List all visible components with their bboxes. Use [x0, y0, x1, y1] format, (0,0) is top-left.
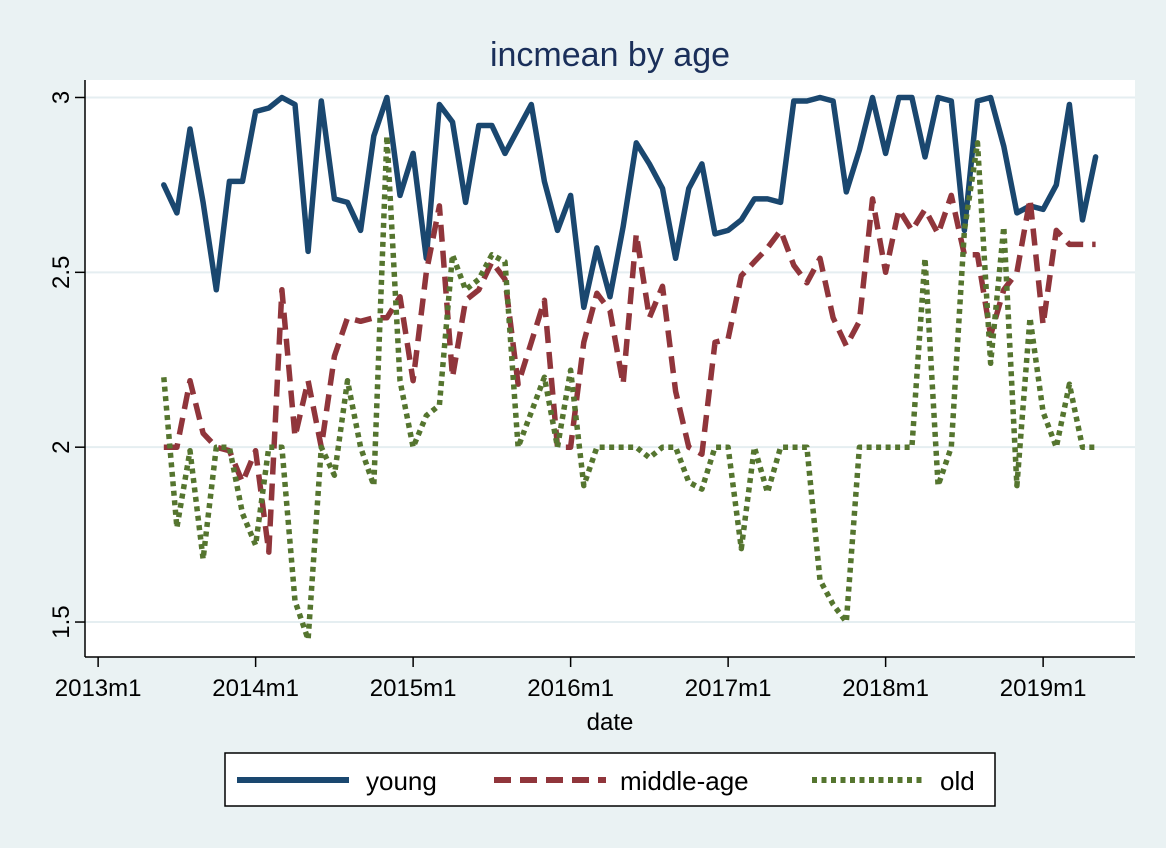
series-line-old	[161, 133, 1096, 643]
series-line-middle-age	[163, 192, 1096, 555]
legend-label-young: young	[366, 766, 437, 796]
x-tick-label: 2018m1	[842, 675, 929, 702]
x-tick-label: 2013m1	[55, 675, 142, 702]
y-tick-label: 3	[48, 91, 75, 104]
series-line-young	[161, 94, 1099, 311]
x-tick-label: 2019m1	[1000, 675, 1087, 702]
x-tick-label: 2016m1	[527, 675, 614, 702]
x-axis-label: date	[587, 709, 634, 736]
series-lines	[161, 94, 1099, 643]
legend: young middle-age old	[224, 752, 996, 807]
y-tick-label: 2.5	[48, 256, 75, 289]
legend-label-middle-age: middle-age	[620, 766, 749, 796]
x-tick-label: 2015m1	[370, 675, 457, 702]
chart-title: incmean by age	[490, 36, 730, 74]
legend-box	[224, 752, 996, 807]
y-tick-label: 1.5	[48, 605, 75, 638]
axes: 1.5 2 2.5 3 2013m1 2014m1 2015m1 2016m1 2017m1 20…	[48, 80, 1135, 702]
legend-label-old: old	[940, 766, 975, 796]
x-tick-label: 2014m1	[212, 675, 299, 702]
x-tick-label: 2017m1	[685, 675, 772, 702]
y-tick-label: 2	[48, 441, 75, 454]
